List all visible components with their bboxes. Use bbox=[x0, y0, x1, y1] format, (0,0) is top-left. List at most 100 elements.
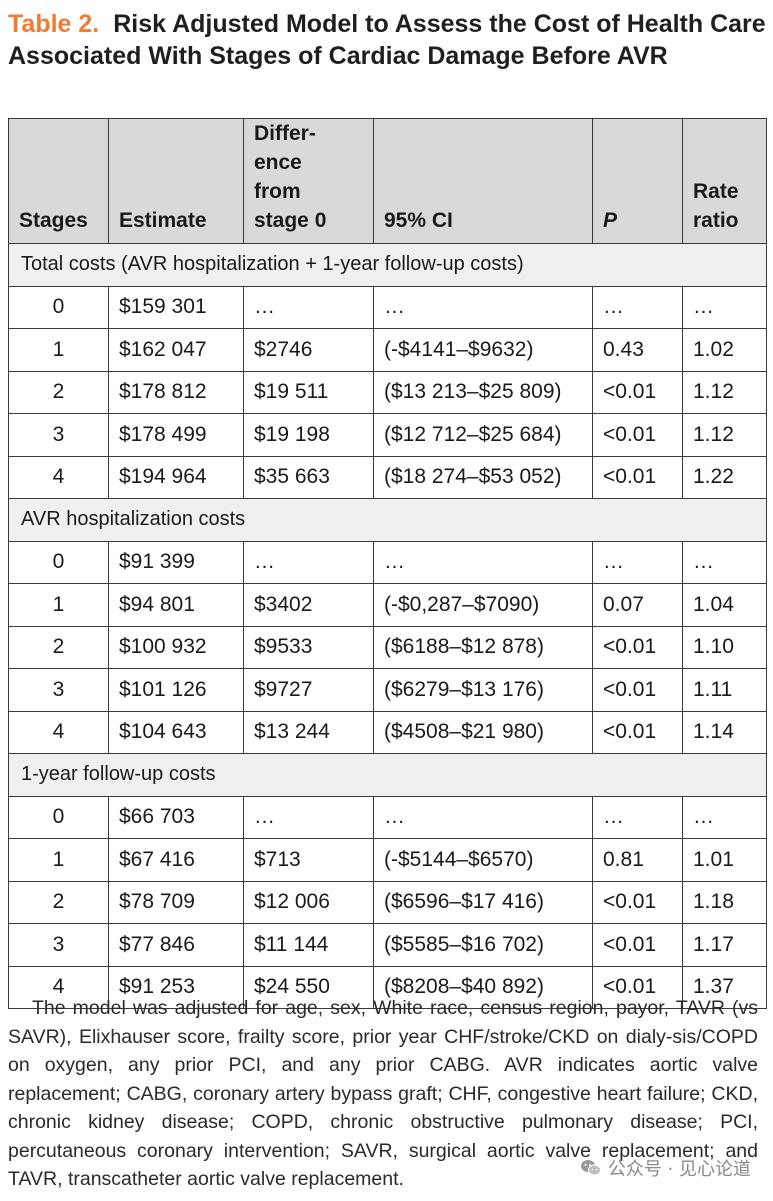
table-row: 0 $159 301………… bbox=[8, 285, 767, 329]
cell-estimate: $178 812 bbox=[108, 370, 244, 414]
cell-estimate: $162 047 bbox=[108, 328, 244, 372]
cell-ci: … bbox=[373, 795, 593, 839]
cell-rate-ratio: 1.04 bbox=[682, 583, 767, 627]
cell-difference: $11 144 bbox=[243, 923, 374, 967]
section-row: 1-year follow-up costs bbox=[8, 753, 767, 797]
table-title-text: Risk Adjusted Model to Assess the Cost o… bbox=[8, 10, 766, 70]
cell-rate-ratio: … bbox=[682, 795, 767, 839]
cell-ci: … bbox=[373, 285, 593, 329]
cell-stage: 1 bbox=[8, 838, 109, 882]
cell-rate-ratio: … bbox=[682, 540, 767, 584]
cell-stage: 4 bbox=[8, 455, 109, 499]
header-difference: Differ- ence from stage 0 bbox=[243, 118, 374, 244]
cell-stage: 4 bbox=[8, 965, 109, 1009]
table-title: Table 2. Risk Adjusted Model to Assess th… bbox=[8, 8, 768, 72]
table-label: Table 2. bbox=[8, 10, 100, 38]
cell-difference: $13 244 bbox=[243, 710, 374, 754]
header-stages: Stages bbox=[8, 118, 109, 244]
watermark-text: 公众号 · 见心论道 bbox=[607, 1159, 751, 1180]
cell-rate-ratio: 1.22 bbox=[682, 455, 767, 499]
cell-stage: 2 bbox=[8, 370, 109, 414]
header-difference-text: Differ- ence from stage 0 bbox=[254, 122, 327, 232]
cell-stage: 3 bbox=[8, 413, 109, 457]
cell-difference: $3402 bbox=[243, 583, 374, 627]
cell-p: 0.81 bbox=[592, 838, 683, 882]
cell-rate-ratio: 1.12 bbox=[682, 370, 767, 414]
cell-difference: $12 006 bbox=[243, 880, 374, 924]
cell-stage: 3 bbox=[8, 923, 109, 967]
cell-estimate: $100 932 bbox=[108, 625, 244, 669]
table-row: 2 $78 709 $12 006 ($6596–$17 416) <0.01 1.18 bbox=[8, 880, 767, 924]
cell-rate-ratio: 1.14 bbox=[682, 710, 767, 754]
wechat-icon bbox=[580, 1160, 601, 1176]
cell-ci: ($13 213–$25 809) bbox=[373, 370, 593, 414]
cell-ci: ($6188–$12 878) bbox=[373, 625, 593, 669]
cell-difference: $9533 bbox=[243, 625, 374, 669]
cell-p: <0.01 bbox=[592, 625, 683, 669]
cell-difference: … bbox=[243, 285, 374, 329]
header-row: Stages Estimate Differ- ence from stage … bbox=[8, 118, 767, 244]
cell-ci: (-$4141–$9632) bbox=[373, 328, 593, 372]
cell-estimate: $159 301 bbox=[108, 285, 244, 329]
header-rate-ratio: Rate ratio bbox=[682, 118, 767, 244]
header-p: P bbox=[592, 118, 683, 244]
cell-p: … bbox=[592, 795, 683, 839]
cell-stage: 3 bbox=[8, 668, 109, 712]
cell-stage: 0 bbox=[8, 285, 109, 329]
cell-rate-ratio: 1.02 bbox=[682, 328, 767, 372]
cell-p: <0.01 bbox=[592, 413, 683, 457]
cell-p: 0.07 bbox=[592, 583, 683, 627]
cell-rate-ratio: 1.12 bbox=[682, 413, 767, 457]
cell-difference: $9727 bbox=[243, 668, 374, 712]
cell-stage: 4 bbox=[8, 710, 109, 754]
cell-ci: (-$5144–$6570) bbox=[373, 838, 593, 882]
cell-estimate: $67 416 bbox=[108, 838, 244, 882]
table-row: 2 $178 812 $19 511 ($13 213–$25 809) <0.01 1.… bbox=[8, 370, 767, 414]
table-row: 1 $162 047 $2746 (-$4141–$9632) 0.43 1.02 bbox=[8, 328, 767, 372]
cell-p: <0.01 bbox=[592, 710, 683, 754]
cell-p: <0.01 bbox=[592, 455, 683, 499]
cell-rate-ratio: 1.10 bbox=[682, 625, 767, 669]
header-estimate: Estimate bbox=[108, 118, 244, 244]
cell-p: <0.01 bbox=[592, 668, 683, 712]
cell-difference: $35 663 bbox=[243, 455, 374, 499]
cell-stage: 1 bbox=[8, 328, 109, 372]
section-row: AVR hospitalization costs bbox=[8, 498, 767, 542]
cell-ci: (-$0,287–$7090) bbox=[373, 583, 593, 627]
cell-p: … bbox=[592, 285, 683, 329]
table-row: 3 $101 126 $9727 ($6279–$13 176) <0.01 1.11 bbox=[8, 668, 767, 712]
table-row: 2 $100 932 $9533 ($6188–$12 878) <0.01 1.10 bbox=[8, 625, 767, 669]
cell-difference: $19 511 bbox=[243, 370, 374, 414]
table-row: 1 $94 801 $3402 (-$0,287–$7090) 0.07 1.04 bbox=[8, 583, 767, 627]
table-row: 3 $77 846 $11 144 ($5585–$16 702) <0.01 1.17 bbox=[8, 923, 767, 967]
cell-estimate: $94 801 bbox=[108, 583, 244, 627]
cell-difference: $2746 bbox=[243, 328, 374, 372]
cell-estimate: $66 703 bbox=[108, 795, 244, 839]
table-row: 0 $66 703………… bbox=[8, 795, 767, 839]
cell-stage: 0 bbox=[8, 795, 109, 839]
table-row: 4 $91 253 $24 550 ($8208–$40 892) <0.01 1.37 bbox=[8, 965, 767, 1009]
table-body: Total costs (AVR hospitalization + 1-yea… bbox=[8, 243, 767, 1009]
table-row: 4 $104 643 $13 244 ($4508–$21 980) <0.01 1.14 bbox=[8, 710, 767, 754]
cost-table: Stages Estimate Differ- ence from stage … bbox=[8, 118, 767, 1009]
table-row: 1 $67 416 $713 (-$5144–$6570) 0.81 1.01 bbox=[8, 838, 767, 882]
table-row: 0 $91 399………… bbox=[8, 540, 767, 584]
cell-p: <0.01 bbox=[592, 965, 683, 1009]
cell-rate-ratio: 1.17 bbox=[682, 923, 767, 967]
cell-estimate: $104 643 bbox=[108, 710, 244, 754]
cell-estimate: $194 964 bbox=[108, 455, 244, 499]
section-label: AVR hospitalization costs bbox=[8, 498, 767, 542]
cell-p: <0.01 bbox=[592, 880, 683, 924]
cell-difference: … bbox=[243, 795, 374, 839]
cell-p: … bbox=[592, 540, 683, 584]
cell-p: 0.43 bbox=[592, 328, 683, 372]
watermark: 公众号 · 见心论道 bbox=[580, 1155, 751, 1181]
cell-rate-ratio: 1.18 bbox=[682, 880, 767, 924]
cell-estimate: $78 709 bbox=[108, 880, 244, 924]
cell-ci: ($4508–$21 980) bbox=[373, 710, 593, 754]
cell-rate-ratio: 1.01 bbox=[682, 838, 767, 882]
cell-estimate: $77 846 bbox=[108, 923, 244, 967]
section-row: Total costs (AVR hospitalization + 1-yea… bbox=[8, 243, 767, 287]
header-rate-ratio-text: Rate ratio bbox=[693, 180, 739, 232]
cell-difference: $19 198 bbox=[243, 413, 374, 457]
